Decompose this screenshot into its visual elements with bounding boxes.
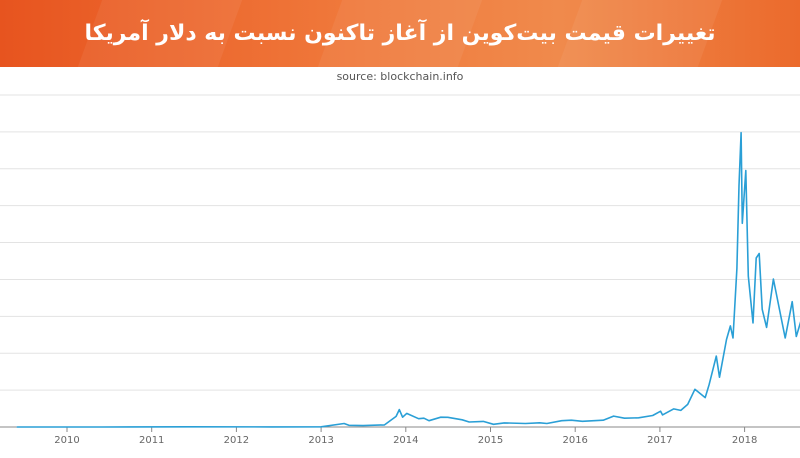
x-tick-label: 2015 (478, 435, 503, 446)
chart-source: source: blockchain.info (336, 70, 464, 83)
x-tick-label: 2010 (54, 435, 79, 446)
x-tick-label: 2017 (647, 435, 672, 446)
x-tick-label: 2014 (393, 435, 418, 446)
price-series-line (16, 131, 800, 428)
x-tick-label: 2011 (139, 435, 164, 446)
grid-lines (0, 94, 800, 428)
x-tick-label: 2013 (308, 435, 333, 446)
x-tick-label: 2016 (562, 435, 587, 446)
title-banner: تغییرات قیمت بیت‌کوین از آغاز تاکنون نسب… (0, 0, 800, 67)
x-tick-label: 2012 (224, 435, 249, 446)
x-axis: 2010 2011 2012 2013 2014 2015 2016 2017 2018 (54, 427, 757, 446)
chart-title: تغییرات قیمت بیت‌کوین از آغاز تاکنون نسب… (84, 21, 716, 46)
series-group (16, 131, 800, 428)
x-tick-label: 2018 (732, 435, 757, 446)
